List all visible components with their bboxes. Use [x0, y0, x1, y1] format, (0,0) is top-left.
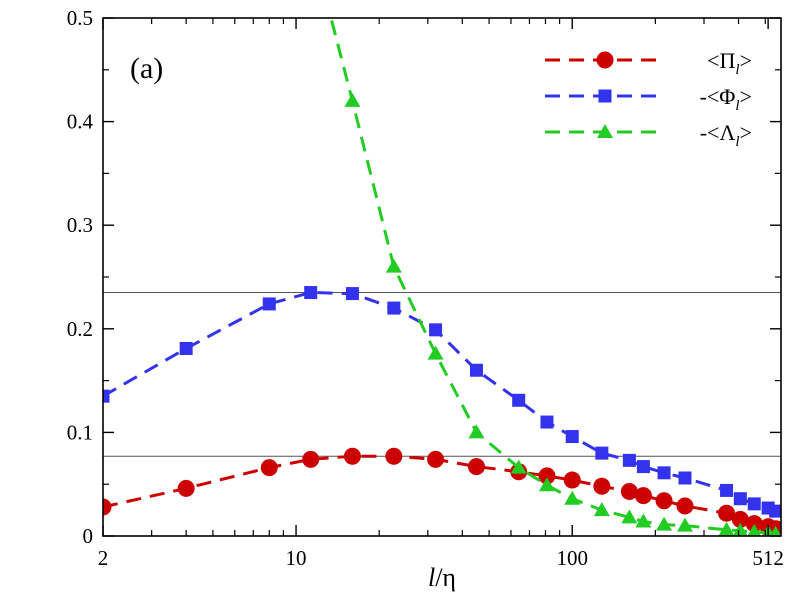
- data-point: [385, 447, 403, 465]
- y-tick-label: 0.2: [67, 317, 93, 341]
- data-point: [103, 498, 112, 516]
- data-point: [747, 497, 761, 511]
- x-axis-title-l: l: [428, 563, 435, 592]
- legend: <Πl>-<Φl>-<Λl>: [545, 48, 752, 150]
- data-point: [427, 450, 445, 468]
- legend-entry: -<Λl>: [545, 120, 752, 150]
- data-point: [634, 487, 652, 505]
- data-point: [718, 504, 736, 522]
- series-line: [103, 454, 776, 531]
- data-point: [657, 466, 671, 480]
- data-point: [538, 467, 556, 485]
- data-point: [344, 92, 361, 107]
- data-point: [732, 522, 748, 536]
- legend-label: -<Λl>: [700, 120, 752, 150]
- data-point: [427, 345, 444, 360]
- data-point: [595, 446, 609, 460]
- x-tick-label: 100: [556, 546, 588, 570]
- data-point: [302, 450, 320, 468]
- axis-tick-labels: 0 0.1 0.2 0.3 0.4 0.5 2 10 100 512: [67, 6, 784, 570]
- data-point: [467, 458, 485, 476]
- y-tick-label: 0.3: [67, 213, 93, 237]
- legend-label-sub: l: [735, 62, 739, 78]
- y-tick-label: 0.5: [67, 6, 93, 30]
- data-point: [540, 415, 554, 429]
- data-point: [656, 516, 673, 531]
- data-point: [720, 483, 734, 497]
- legend-marker: [598, 89, 612, 103]
- data-point: [718, 521, 735, 536]
- x-tick-label: 10: [286, 546, 307, 570]
- series-layer: [103, 0, 781, 536]
- data-point: [635, 513, 652, 528]
- x-tick-label: 512: [752, 546, 784, 570]
- data-point: [769, 525, 781, 536]
- data-point: [636, 460, 650, 474]
- legend-label-end: >: [740, 48, 752, 73]
- data-point: [731, 510, 749, 528]
- y-tick-label: 0.4: [67, 110, 94, 134]
- data-point: [745, 515, 763, 533]
- data-point: [747, 523, 762, 536]
- series-triangle: [318, 0, 781, 536]
- data-point: [468, 424, 485, 439]
- x-axis-title-eta: /η: [435, 563, 456, 592]
- data-point: [593, 502, 610, 517]
- data-point: [387, 301, 401, 315]
- series-square: [103, 286, 781, 518]
- data-point: [565, 430, 579, 444]
- y-tick-label: 0: [83, 524, 94, 548]
- series-circle: [103, 447, 781, 536]
- data-point: [622, 453, 636, 467]
- legend-label: <Πl>: [707, 48, 752, 78]
- data-point: [538, 477, 555, 492]
- legend-marker: [597, 124, 613, 138]
- legend-label-main: -<Φ: [700, 84, 736, 109]
- data-point: [676, 517, 693, 532]
- data-point: [593, 477, 611, 495]
- data-point: [510, 459, 527, 474]
- panel-label: (a): [130, 52, 163, 85]
- y-tick-label: 0.1: [67, 420, 93, 444]
- data-point: [429, 323, 443, 337]
- legend-label-sub: l: [735, 134, 739, 150]
- data-point: [343, 447, 361, 465]
- legend-label-end: >: [740, 84, 752, 109]
- data-point: [260, 459, 278, 477]
- x-tick-label: 2: [98, 546, 109, 570]
- data-point: [304, 286, 318, 300]
- data-point: [733, 492, 747, 506]
- data-point: [655, 492, 673, 510]
- data-point: [262, 297, 276, 311]
- data-point: [345, 287, 359, 301]
- legend-entry: <Πl>: [545, 48, 752, 78]
- data-point: [469, 363, 483, 377]
- data-point: [177, 479, 195, 497]
- data-point: [678, 471, 692, 485]
- data-point: [676, 497, 694, 515]
- data-point: [563, 471, 581, 489]
- data-point: [103, 389, 110, 403]
- data-point: [512, 393, 526, 407]
- legend-label-sub: l: [735, 98, 739, 114]
- data-point: [179, 341, 193, 355]
- reference-lines: [103, 292, 781, 457]
- x-axis-title: l/η: [428, 563, 456, 592]
- legend-label-end: >: [740, 120, 752, 145]
- data-point: [318, 0, 334, 3]
- legend-label-main: -<Λ: [700, 120, 736, 145]
- data-point: [769, 504, 781, 518]
- data-point: [385, 258, 402, 273]
- legend-label: -<Φl>: [700, 84, 752, 114]
- legend-label-main: <Π: [707, 48, 735, 73]
- axis-ticks: [102, 17, 781, 537]
- data-point: [564, 490, 581, 505]
- data-point: [620, 482, 638, 500]
- legend-marker: [596, 51, 614, 69]
- legend-entry: -<Φl>: [545, 84, 752, 114]
- data-point: [621, 509, 638, 524]
